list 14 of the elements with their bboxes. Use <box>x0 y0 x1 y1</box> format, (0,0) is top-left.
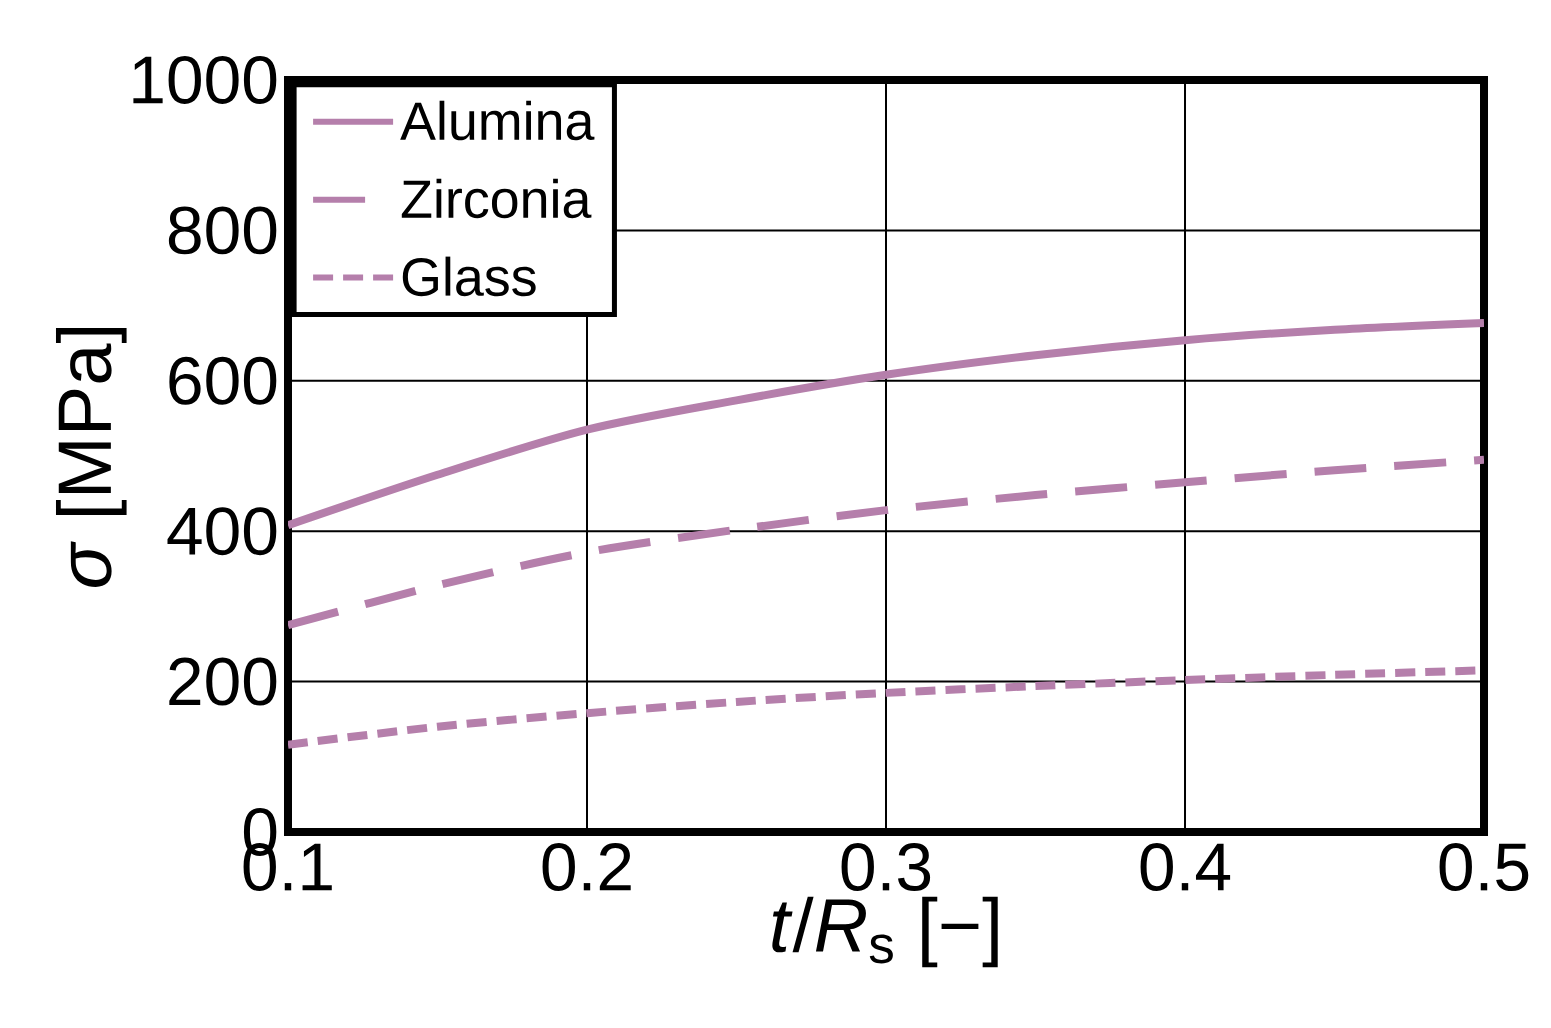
x-tick-label: 0.4 <box>1140 843 1231 891</box>
x-tick-label: 0.2 <box>542 843 631 891</box>
x-tick-label: 0.3 <box>841 843 931 891</box>
y-axis-title: σ [MPa] <box>55 328 127 587</box>
y-tick-label: 600 <box>169 356 277 405</box>
y-tick-label: 400 <box>167 507 277 556</box>
y-tick-label: 1000 <box>133 56 277 104</box>
legend-label: Glass <box>402 256 536 297</box>
y-tick-label: 800 <box>168 206 277 255</box>
legend-label: Alumina <box>400 100 595 141</box>
x-tick-label: 0.5 <box>1439 843 1529 891</box>
y-tick-label: 200 <box>169 657 277 706</box>
x-axis-title: t/R$_{s}$ [−] <box>772 896 998 968</box>
legend-label: Zirconia <box>401 178 592 219</box>
